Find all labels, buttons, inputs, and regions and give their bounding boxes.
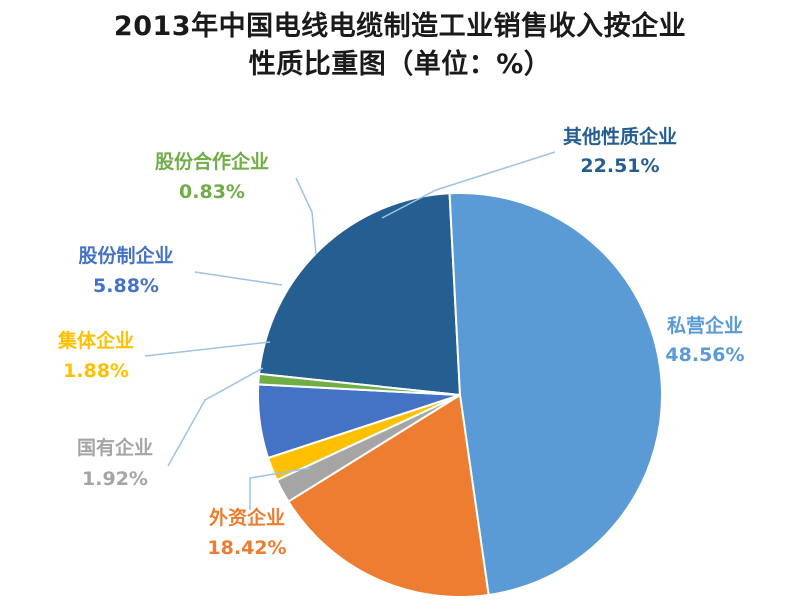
- slice-name-label-1: 私营企业: [667, 314, 743, 337]
- slice-value-label-6: 0.83%: [179, 181, 245, 203]
- slice-name-label-0: 其他性质企业: [563, 125, 677, 148]
- chart-title-line-2: 性质比重图（单位：%）: [248, 49, 552, 80]
- pie-slice-2: [287, 393, 490, 598]
- leader-line-3: [167, 367, 264, 467]
- leader-line-5: [194, 271, 283, 286]
- slice-name-label-5: 股份制企业: [78, 244, 173, 267]
- leader-line-0: [381, 151, 556, 219]
- leader-line-6: [295, 177, 317, 255]
- slice-value-label-3: 1.92%: [82, 468, 148, 490]
- pie-slice-1: [448, 192, 663, 597]
- slice-name-label-2: 外资企业: [209, 506, 285, 529]
- chart-title-line-1: 2013年中国电线电缆制造工业销售收入按企业: [113, 11, 687, 42]
- pie-slice-0: [258, 192, 462, 397]
- slice-value-label-2: 18.42%: [207, 537, 286, 559]
- slice-name-label-4: 集体企业: [57, 329, 134, 352]
- slice-value-label-0: 22.51%: [580, 155, 659, 177]
- slice-value-label-4: 1.88%: [63, 360, 129, 382]
- pie-slice-6: [257, 372, 461, 396]
- leader-line-2: [249, 467, 311, 510]
- slice-value-label-5: 5.88%: [93, 275, 159, 297]
- slice-value-label-1: 48.56%: [665, 344, 744, 366]
- leader-line-4: [144, 341, 271, 357]
- slice-name-label-6: 股份合作企业: [155, 150, 269, 173]
- slice-name-label-3: 国有企业: [77, 436, 153, 459]
